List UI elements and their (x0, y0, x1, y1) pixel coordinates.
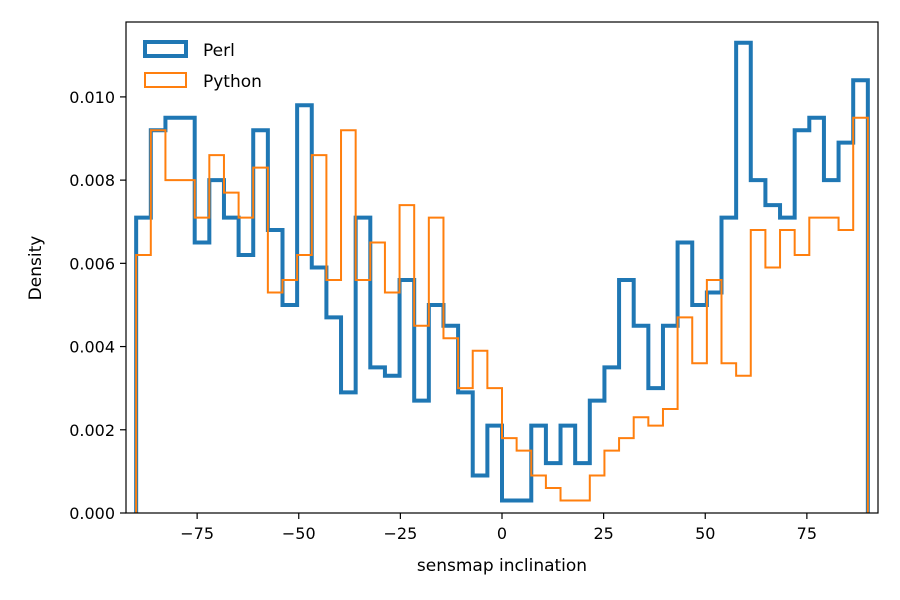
histogram-series-perl (134, 40, 870, 513)
y-tick-label: 0.002 (69, 421, 115, 440)
x-tick-label: −50 (282, 524, 316, 543)
y-tick-label: 0.000 (69, 504, 115, 523)
y-tick-label: 0.006 (69, 254, 115, 273)
x-tick-label: −25 (383, 524, 417, 543)
y-tick-label: 0.010 (69, 88, 115, 107)
x-axis: −75 −50 −25 0 25 50 75 (180, 513, 817, 543)
series-layer (134, 40, 870, 513)
x-tick-label: −75 (180, 524, 214, 543)
legend-swatch-perl (143, 40, 188, 58)
histogram-series-python (135, 116, 869, 513)
y-tick-label: 0.008 (69, 171, 115, 190)
y-tick-label: 0.004 (69, 338, 115, 357)
x-tick-label: 75 (797, 524, 817, 543)
legend-label-perl: Perl (203, 41, 235, 61)
legend-label-python: Python (203, 72, 262, 92)
y-axis-label: Density (26, 236, 46, 301)
legend: Perl Python (143, 40, 262, 92)
x-tick-label: 50 (695, 524, 715, 543)
x-tick-label: 25 (593, 524, 613, 543)
x-tick-label: 0 (497, 524, 507, 543)
x-axis-label: sensmap inclination (417, 556, 587, 576)
y-axis: 0.000 0.002 0.004 0.006 0.008 0.010 (69, 88, 126, 523)
legend-swatch-python (144, 72, 187, 88)
